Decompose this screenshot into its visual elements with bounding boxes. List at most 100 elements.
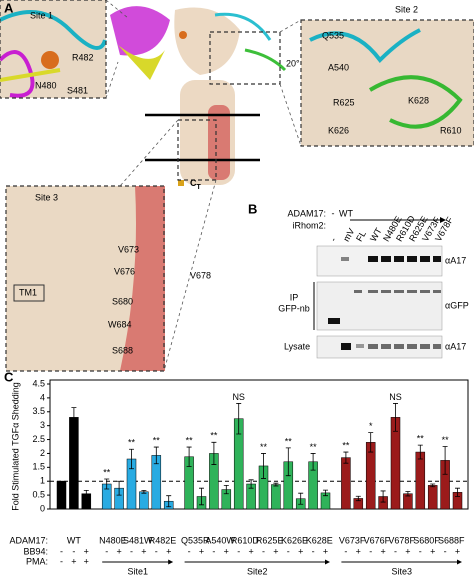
row-label: PMA: (26, 556, 48, 566)
error-bar (71, 407, 77, 428)
error-bar (129, 448, 134, 470)
item-label: R625E (256, 535, 284, 545)
error-bar (199, 487, 204, 506)
bb94-sign: + (356, 546, 361, 556)
y-tick-label: 3 (40, 420, 45, 430)
significance: ** (260, 442, 268, 452)
bb94-sign: - (155, 546, 158, 556)
error-bar (393, 403, 398, 432)
bb94-sign: + (199, 546, 204, 556)
significance: ** (417, 433, 425, 443)
error-bar (405, 491, 411, 497)
error-bar (223, 484, 229, 495)
panel-label: A (4, 0, 14, 15)
residue: K628 (408, 95, 429, 105)
bar (415, 451, 426, 510)
blot (313, 217, 446, 359)
y-tick-label: 2.5 (32, 434, 45, 444)
bb94-sign: + (248, 546, 253, 556)
item-label: V673F (339, 535, 366, 545)
bb94-sign: - (72, 546, 75, 556)
bb94-sign: - (444, 546, 447, 556)
residue: V676 (114, 266, 135, 276)
residue: K626 (328, 125, 349, 135)
bb94-sign: - (287, 546, 290, 556)
lane-label: WT (368, 226, 384, 244)
terminus-main: C (190, 178, 197, 188)
item-label: S481W (123, 535, 153, 545)
lysate-label: Lysate (284, 341, 310, 351)
item-label: Q535R (181, 535, 210, 545)
lane-label: WT (339, 208, 353, 218)
significance: ** (103, 467, 111, 477)
y-tick-label: 0.5 (32, 489, 45, 499)
error-bar (153, 446, 159, 465)
error-bar (83, 489, 89, 498)
antibody-label: αA17 (445, 255, 466, 265)
error-bar (261, 453, 266, 479)
bb94-sign: + (141, 546, 146, 556)
residue: V678 (190, 270, 211, 280)
bb94-sign: + (273, 546, 278, 556)
item-label: N480E (99, 535, 127, 545)
panel-label: C (4, 369, 14, 384)
bb94-sign: + (298, 546, 303, 556)
row-label: BB94: (23, 546, 48, 556)
residue: W684 (108, 319, 132, 329)
item-label: V678F (388, 535, 415, 545)
row-label: iRhom2: (292, 220, 326, 230)
pma-sign: - (60, 556, 63, 566)
ip-antibody: GFP-nb (278, 303, 310, 313)
site-label: Site2 (247, 566, 268, 576)
residue: R482 (72, 52, 94, 62)
bar (271, 484, 281, 510)
item-label: K628E (306, 535, 333, 545)
pma-arrowhead (325, 559, 330, 565)
error-bar (211, 441, 217, 465)
bb94-sign: + (224, 546, 229, 556)
y-tick-label: 4.5 (32, 378, 45, 388)
pma-arrowhead (457, 559, 462, 565)
bar (341, 457, 351, 510)
residue: TM1 (19, 287, 37, 297)
error-bar (310, 453, 316, 471)
lane-label: mV (341, 226, 356, 243)
bb94-sign: - (419, 546, 422, 556)
rotation-label: 20° (286, 58, 300, 68)
bar (427, 485, 438, 510)
structure-art (0, 0, 474, 372)
error-bar (430, 483, 436, 488)
residue: R625 (333, 97, 355, 107)
error-bar (166, 495, 172, 508)
bb94-sign: - (344, 546, 347, 556)
item-label: R610D (231, 535, 260, 545)
error-bar (417, 444, 423, 460)
significance: ** (153, 435, 161, 445)
bb94-sign: + (84, 546, 89, 556)
significance: ** (128, 438, 136, 448)
bb94-sign: + (455, 546, 460, 556)
significance: ** (342, 440, 350, 450)
significance: ** (310, 442, 318, 452)
significance: NS (389, 392, 402, 402)
bb94-sign: - (188, 546, 191, 556)
item-label: V676F (364, 535, 391, 545)
residue: V673 (118, 244, 139, 254)
error-bar (116, 480, 122, 496)
site-title: Site 2 (395, 4, 418, 14)
bb94-sign: - (394, 546, 397, 556)
ip-label: IP (290, 292, 299, 302)
terminus-label: CT (190, 178, 202, 190)
y-axis-label: Fold Stimulated TGFα Shedding (10, 382, 20, 511)
error-bar (141, 489, 147, 494)
residue: A540 (328, 62, 349, 72)
bb94-sign: + (116, 546, 121, 556)
bb94-sign: - (262, 546, 265, 556)
y-tick-label: 0 (40, 503, 45, 513)
item-label: S680F (413, 535, 440, 545)
panel-label: B (248, 201, 257, 216)
item-label: R482E (149, 535, 177, 545)
error-bar (343, 451, 349, 464)
y-tick-label: 4 (40, 392, 45, 402)
